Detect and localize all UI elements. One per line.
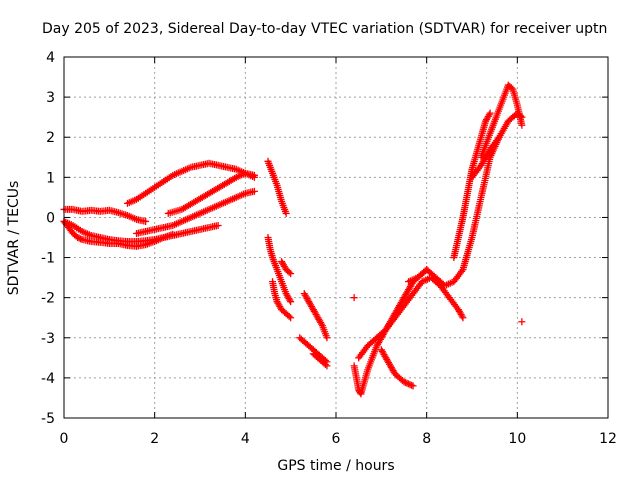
x-tick-label: 0 bbox=[60, 431, 69, 447]
data-series bbox=[164, 169, 258, 217]
data-point bbox=[142, 217, 150, 225]
x-tick-label: 4 bbox=[241, 431, 250, 447]
data-point bbox=[214, 221, 222, 229]
y-tick-label: 3 bbox=[46, 90, 55, 106]
data-point bbox=[323, 334, 331, 342]
data-series bbox=[60, 205, 150, 225]
data-point bbox=[403, 379, 411, 387]
data-point bbox=[408, 381, 416, 389]
data-series bbox=[518, 318, 526, 326]
data-point bbox=[409, 382, 417, 390]
chart-title: Day 205 of 2023, Sidereal Day-to-day VTE… bbox=[42, 21, 607, 37]
data-point bbox=[458, 312, 466, 320]
x-tick-label: 12 bbox=[599, 431, 617, 447]
data-series bbox=[264, 157, 290, 217]
data-series bbox=[477, 81, 526, 161]
data-point bbox=[321, 361, 329, 369]
data-point bbox=[169, 230, 177, 238]
x-tick-label: 6 bbox=[332, 431, 341, 447]
data-point bbox=[400, 378, 408, 386]
data-point bbox=[486, 109, 494, 117]
data-point bbox=[287, 298, 295, 306]
data-point bbox=[285, 312, 293, 320]
data-point bbox=[250, 187, 258, 195]
y-tick-label: -2 bbox=[41, 291, 55, 307]
y-tick-label: -4 bbox=[41, 371, 55, 387]
data-point bbox=[406, 381, 414, 389]
data-point bbox=[287, 314, 295, 322]
data-point bbox=[402, 379, 410, 387]
y-tick-label: -1 bbox=[41, 251, 55, 267]
x-tick-label: 10 bbox=[508, 431, 526, 447]
data-series bbox=[264, 234, 295, 306]
data-point bbox=[518, 121, 526, 129]
data-point bbox=[77, 235, 85, 243]
y-tick-label: 4 bbox=[46, 50, 55, 66]
data-series bbox=[377, 346, 417, 390]
data-series bbox=[300, 290, 331, 342]
data-point bbox=[285, 268, 293, 276]
data-point bbox=[350, 294, 358, 302]
data-points bbox=[60, 81, 526, 398]
data-point bbox=[495, 133, 503, 141]
data-series bbox=[133, 187, 258, 237]
y-tick-label: 0 bbox=[46, 210, 55, 226]
data-point bbox=[485, 111, 493, 119]
data-point bbox=[459, 314, 467, 322]
y-tick-label: -5 bbox=[41, 411, 55, 427]
y-tick-label: -3 bbox=[41, 331, 55, 347]
y-tick-label: 2 bbox=[46, 130, 55, 146]
data-point bbox=[405, 380, 413, 388]
y-axis-label: SDTVAR / TECUs bbox=[6, 181, 22, 296]
data-series bbox=[269, 278, 295, 322]
data-point bbox=[75, 234, 83, 242]
data-series bbox=[350, 294, 358, 302]
data-series bbox=[450, 109, 494, 262]
x-axis-label: GPS time / hours bbox=[277, 458, 394, 474]
data-point bbox=[286, 296, 294, 304]
data-series bbox=[468, 133, 503, 181]
data-point bbox=[250, 171, 258, 179]
data-series bbox=[60, 217, 177, 250]
data-point bbox=[74, 234, 82, 241]
x-tick-label: 2 bbox=[150, 431, 159, 447]
y-tick-label: 1 bbox=[46, 170, 55, 186]
x-tick-label: 8 bbox=[422, 431, 431, 447]
data-series bbox=[296, 334, 331, 366]
data-series bbox=[309, 350, 331, 370]
data-point bbox=[287, 270, 295, 278]
data-point bbox=[518, 318, 526, 326]
data-series bbox=[278, 258, 295, 278]
plot-frame bbox=[63, 56, 609, 419]
grid-lines bbox=[64, 57, 608, 418]
data-point bbox=[323, 362, 331, 370]
data-point bbox=[282, 209, 290, 217]
data-point bbox=[317, 320, 325, 328]
data-series bbox=[355, 274, 467, 362]
